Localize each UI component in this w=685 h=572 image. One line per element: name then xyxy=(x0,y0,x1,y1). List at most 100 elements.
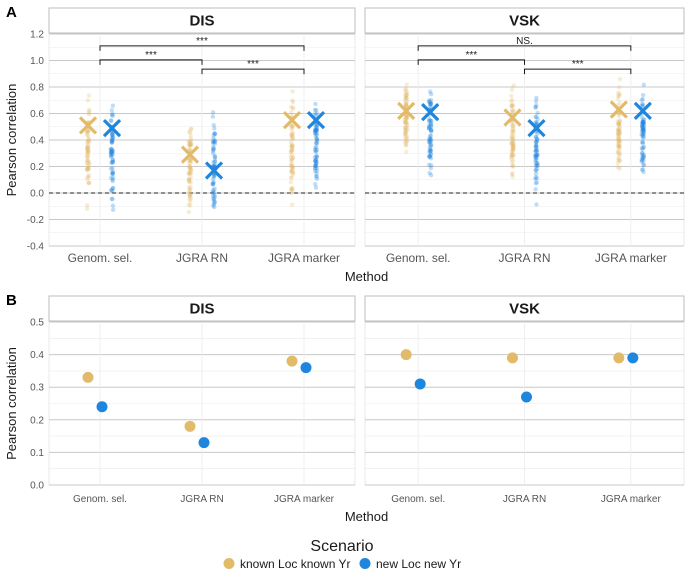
data-point-replicate xyxy=(428,101,434,107)
data-point-replicate xyxy=(639,159,644,164)
data-point-replicate xyxy=(86,180,92,185)
data-point-replicate xyxy=(617,126,623,131)
data-point-replicate xyxy=(84,167,90,172)
x-tick-label: JGRA marker xyxy=(595,251,667,265)
data-point-replicate xyxy=(534,114,539,120)
data-point-replicate xyxy=(212,154,218,160)
data-point-replicate xyxy=(640,166,646,172)
data-point-replicate xyxy=(510,164,516,169)
data-point-replicate xyxy=(639,140,645,145)
data-point-replicate xyxy=(210,182,216,187)
data-point-replicate xyxy=(85,153,90,158)
data-point-replicate xyxy=(108,118,114,123)
mean-marker-stroke xyxy=(527,118,546,138)
data-point-replicate xyxy=(428,137,433,142)
data-point xyxy=(613,352,625,364)
data-point-replicate xyxy=(288,149,294,154)
data-point-replicate xyxy=(110,177,115,182)
data-point-replicate xyxy=(534,202,539,207)
data-point-replicate xyxy=(290,99,296,105)
data-point-replicate xyxy=(428,133,434,139)
data-point-replicate xyxy=(616,145,621,150)
data-point-replicate xyxy=(289,158,295,163)
data-point-replicate xyxy=(534,145,539,150)
data-point-replicate xyxy=(212,126,217,131)
data-point-replicate xyxy=(640,123,645,129)
data-point-replicate xyxy=(186,202,192,208)
data-point-replicate xyxy=(428,143,434,149)
data-point-replicate xyxy=(429,142,434,148)
data-point-replicate xyxy=(617,118,622,123)
bracket-line xyxy=(99,45,305,51)
data-point-replicate xyxy=(314,128,319,133)
legend-title: Scenario xyxy=(310,538,373,555)
data-point-replicate xyxy=(427,100,432,105)
data-point-replicate xyxy=(427,104,433,110)
data-point-replicate xyxy=(110,138,115,144)
data-point-replicate xyxy=(403,134,408,140)
data-point-replicate xyxy=(314,174,319,179)
data-point-replicate xyxy=(86,143,91,148)
data-point-replicate xyxy=(109,140,115,145)
data-point-replicate xyxy=(290,155,296,160)
data-point-replicate xyxy=(404,97,410,102)
data-point-replicate xyxy=(108,147,114,153)
data-point-replicate xyxy=(535,162,540,167)
data-point xyxy=(627,352,639,364)
mean-marker-stroke xyxy=(204,161,224,180)
data-point-replicate xyxy=(186,158,192,163)
data-point-replicate xyxy=(186,171,192,176)
data-point-replicate xyxy=(640,126,646,131)
data-point-replicate xyxy=(313,113,319,118)
data-point-replicate xyxy=(615,122,621,127)
data-point-replicate xyxy=(210,144,216,150)
data-point-replicate xyxy=(314,154,319,159)
data-point-replicate xyxy=(403,125,408,130)
data-point-replicate xyxy=(188,191,193,197)
data-point-replicate xyxy=(428,89,433,94)
data-point-replicate xyxy=(187,171,193,176)
x-tick-label: Genom. sel. xyxy=(386,251,451,265)
data-point-replicate xyxy=(510,136,515,141)
data-point-replicate xyxy=(427,139,433,144)
data-point-replicate xyxy=(510,142,515,148)
data-point-replicate xyxy=(616,137,621,143)
data-point-replicate xyxy=(509,107,515,113)
data-point-replicate xyxy=(312,130,318,136)
data-point-replicate xyxy=(427,133,433,138)
data-point-replicate xyxy=(313,159,319,165)
data-point-replicate xyxy=(511,137,516,143)
data-point-replicate xyxy=(533,153,539,158)
y-tick-label: 0.6 xyxy=(30,109,44,120)
data-point-replicate xyxy=(535,152,540,157)
data-point-replicate xyxy=(312,147,318,152)
data-point-replicate xyxy=(509,152,515,157)
data-point xyxy=(507,352,518,364)
data-point-replicate xyxy=(427,121,432,127)
data-point-replicate xyxy=(428,100,434,106)
data-point-replicate xyxy=(428,148,433,154)
data-point-replicate xyxy=(313,185,319,190)
y-tick-label: 0.0 xyxy=(30,481,44,492)
data-point-replicate xyxy=(187,157,193,163)
data-point-replicate xyxy=(641,144,647,150)
data-point-replicate xyxy=(534,144,539,149)
data-point-replicate xyxy=(533,171,539,177)
significance-label: *** xyxy=(465,50,477,61)
data-point-replicate xyxy=(402,131,408,137)
data-point-replicate xyxy=(403,127,408,133)
data-point-replicate xyxy=(290,106,296,111)
data-point-replicate xyxy=(188,168,194,174)
data-point-replicate xyxy=(403,131,409,136)
data-point-replicate xyxy=(85,148,90,154)
data-point-replicate xyxy=(85,146,90,151)
data-point-replicate xyxy=(186,142,192,148)
data-point-replicate xyxy=(510,163,515,168)
data-point-replicate xyxy=(109,149,114,155)
data-point-replicate xyxy=(84,154,90,159)
data-point-replicate xyxy=(187,163,192,169)
y-tick-label: -0.2 xyxy=(27,215,45,226)
data-point-replicate xyxy=(403,128,408,133)
data-point-replicate xyxy=(84,158,90,164)
data-point-replicate xyxy=(86,112,92,117)
